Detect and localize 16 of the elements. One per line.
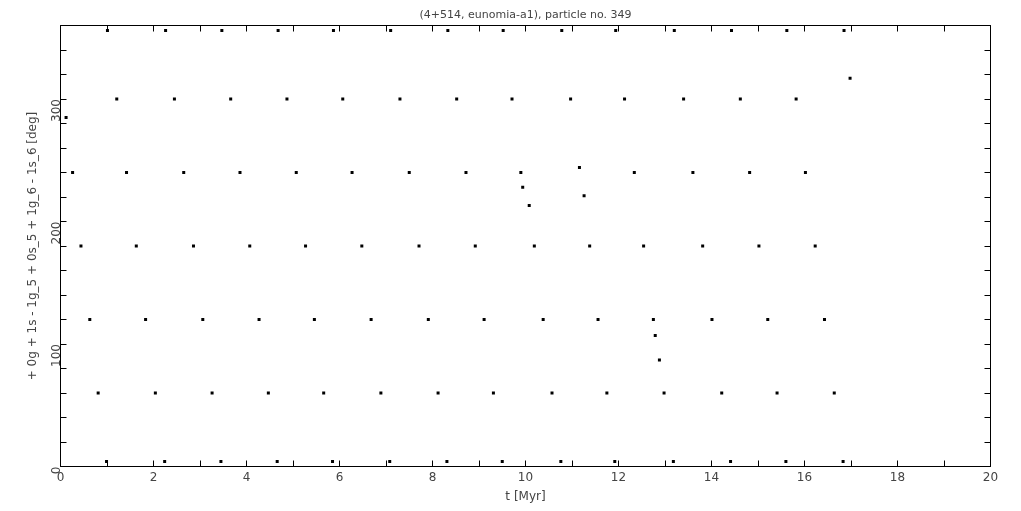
x-tick-label: 6: [335, 469, 344, 484]
x-tick-label: 4: [242, 469, 251, 484]
x-tick-label: 8: [428, 469, 437, 484]
x-tick-label: 20: [982, 469, 999, 484]
x-tick-label: 10: [517, 469, 534, 484]
x-tick-label: 2: [149, 469, 158, 484]
x-axis-title: t [Myr]: [505, 488, 546, 503]
y-tick-label: 300: [49, 99, 63, 122]
y-tick-label: 200: [49, 221, 63, 245]
chart-title: (4+514, eunomia-a1), particle no. 349: [419, 7, 632, 21]
y-axis-title: + 0g + 1s - 1g_5 + 0s_5 + 1g_6 - 1s_6 [deg]: [24, 111, 39, 381]
x-tick-label: 16: [796, 469, 813, 484]
x-tick-label: 18: [889, 469, 906, 484]
y-tick-label: 100: [49, 344, 63, 367]
x-tick-label: 12: [610, 469, 627, 484]
x-tick-label: 14: [703, 469, 720, 484]
